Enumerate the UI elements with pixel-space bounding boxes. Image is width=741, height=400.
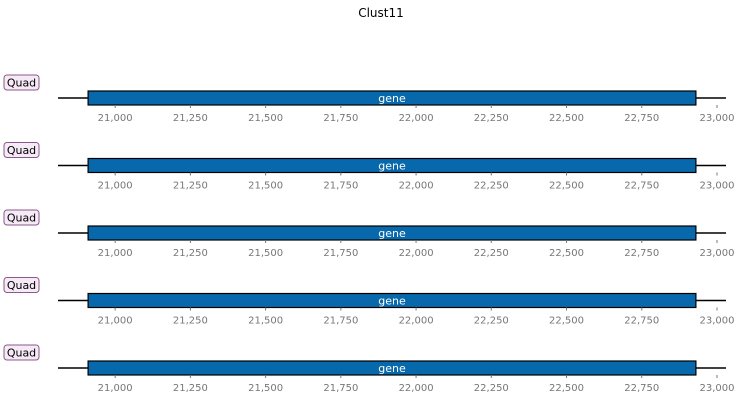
axis-tick-label: 21,000 (98, 248, 133, 259)
gene-feature (87, 360, 697, 376)
track: Quad gene 21,000 21,250 21,500 21,750 22,000 22… (3, 344, 734, 394)
axis-tick-label: 21,250 (173, 316, 208, 327)
axis-tick-label: 21,250 (173, 113, 208, 124)
axis-tick-label: 21,250 (173, 383, 208, 394)
axis-tick-label: 22,500 (549, 181, 584, 192)
gene-label: gene (378, 362, 406, 375)
track: Quad gene 21,000 21,250 21,500 21,750 22,000 22… (3, 142, 734, 192)
axis-tick-label: 21,000 (98, 316, 133, 327)
axis-tick-label: 21,500 (248, 181, 283, 192)
axis-tick-label: 22,250 (474, 181, 509, 192)
gene-feature (87, 225, 697, 241)
gene-label: gene (378, 160, 406, 173)
track: Quad gene 21,000 21,250 21,500 21,750 22,000 22… (3, 209, 734, 259)
gene-label: gene (378, 295, 406, 308)
track-label: Quad (7, 347, 36, 360)
axis-tick-label: 22,000 (399, 316, 434, 327)
axis-tick-label: 21,750 (323, 316, 358, 327)
axis-tick-label: 21,750 (323, 248, 358, 259)
axis-tick-label: 22,750 (624, 383, 659, 394)
axis-tick-label: 22,250 (474, 113, 509, 124)
axis-tick-label: 22,000 (399, 181, 434, 192)
track-label-box (3, 74, 40, 91)
track-label-box (3, 209, 40, 226)
axis-tick-label: 21,750 (323, 113, 358, 124)
track-label: Quad (7, 77, 36, 90)
axis-tick-label: 21,750 (323, 383, 358, 394)
axis-tick-label: 22,750 (624, 113, 659, 124)
track-label-box (3, 142, 40, 158)
track-list: Quad gene 21,000 21,250 21,500 21,750 22,000 22… (3, 74, 734, 394)
axis-tick-label: 21,500 (248, 248, 283, 259)
gene-feature (87, 90, 697, 106)
gene-feature (87, 292, 697, 309)
track: Quad gene 21,000 21,250 21,500 21,750 22,000 22… (3, 74, 734, 124)
gene-feature (87, 157, 697, 174)
gene-label: gene (378, 92, 406, 105)
axis-tick-label: 23,000 (699, 383, 734, 394)
axis-tick-label: 22,250 (474, 383, 509, 394)
axis-tick-label: 22,500 (549, 316, 584, 327)
axis-tick-label: 21,000 (98, 383, 133, 394)
axis-tick-label: 22,000 (399, 113, 434, 124)
track: Quad gene 21,000 21,250 21,500 21,750 22,000 22… (3, 277, 734, 327)
gene-label: gene (378, 227, 406, 240)
axis-tick-label: 22,750 (624, 181, 659, 192)
axis-tick-label: 21,000 (98, 113, 133, 124)
axis-tick-label: 21,750 (323, 181, 358, 192)
axis-tick-label: 21,250 (173, 181, 208, 192)
axis-tick-label: 22,500 (549, 383, 584, 394)
axis-tick-label: 22,250 (474, 248, 509, 259)
track-label: Quad (7, 212, 36, 225)
axis-tick-label: 22,500 (549, 113, 584, 124)
axis-tick-label: 21,250 (173, 248, 208, 259)
axis-tick-label: 22,250 (474, 316, 509, 327)
axis-tick-label: 21,500 (248, 316, 283, 327)
diagram-title: Clust11 (358, 6, 404, 20)
axis-tick-label: 23,000 (699, 181, 734, 192)
axis-tick-label: 21,000 (98, 181, 133, 192)
axis-tick-label: 23,000 (699, 248, 734, 259)
axis-tick-label: 22,000 (399, 383, 434, 394)
track-label-box (3, 277, 40, 293)
track-label-box (3, 344, 40, 361)
axis-tick-label: 21,500 (248, 383, 283, 394)
axis-tick-label: 22,500 (549, 248, 584, 259)
track-label: Quad (7, 279, 36, 292)
axis-tick-label: 23,000 (699, 316, 734, 327)
axis-tick-label: 23,000 (699, 113, 734, 124)
axis-tick-label: 22,000 (399, 248, 434, 259)
axis-tick-label: 21,500 (248, 113, 283, 124)
track-label: Quad (7, 144, 36, 157)
axis-tick-label: 22,750 (624, 248, 659, 259)
axis-tick-label: 22,750 (624, 316, 659, 327)
